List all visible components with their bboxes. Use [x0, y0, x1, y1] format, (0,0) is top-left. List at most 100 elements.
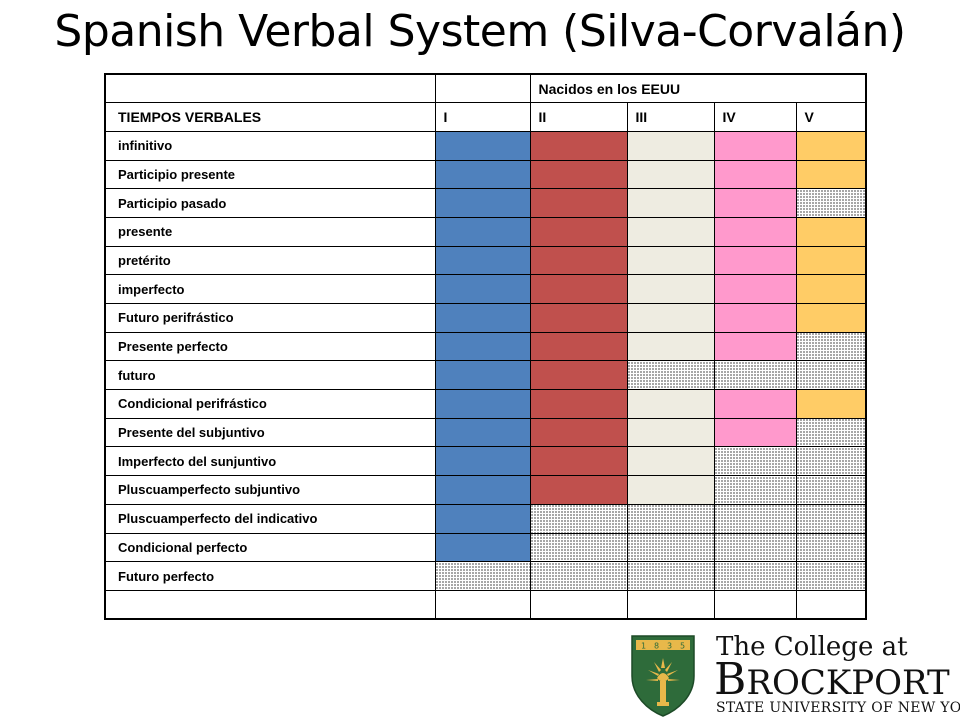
slide-title: Spanish Verbal System (Silva-Corvalán) — [54, 6, 906, 57]
status-cell-white — [626, 589, 715, 620]
status-cell-beige — [626, 216, 715, 247]
status-cell-beige — [626, 331, 715, 362]
status-cell-pink — [713, 389, 797, 419]
status-cell-blue — [434, 360, 531, 391]
verb-tense-label: Presente del subjuntivo — [104, 417, 436, 448]
verb-tense-label: Pluscuamperfecto del indicativo — [104, 503, 436, 534]
status-cell-blue — [434, 417, 531, 448]
verb-tense-table: Nacidos en los EEUU TIEMPOS VERBALES I II II… — [104, 73, 867, 621]
status-cell-white — [434, 589, 531, 620]
status-cell-red — [529, 130, 628, 161]
status-cell-red — [529, 245, 628, 276]
status-cell-red — [529, 303, 628, 333]
logo-text-line1: The College at — [716, 632, 908, 662]
status-cell-beige — [626, 446, 715, 477]
verb-tense-label — [104, 589, 436, 620]
status-cell-dotted — [795, 532, 867, 563]
status-cell-red — [529, 475, 628, 505]
status-cell-pink — [713, 274, 797, 304]
column-header-1: I — [434, 102, 531, 132]
logo-text-line3: STATE UNIVERSITY OF NEW YORK — [716, 700, 960, 716]
table-row: Presente del subjuntivo — [104, 417, 867, 448]
logo-wordmark: ROCKPORT — [746, 663, 950, 703]
status-cell-dotted — [626, 503, 715, 534]
table-row: Condicional perifrástico — [104, 389, 867, 419]
status-cell-pink — [713, 159, 797, 190]
status-cell-blue — [434, 503, 531, 534]
status-cell-red — [529, 360, 628, 391]
verb-tense-label: Imperfecto del sunjuntivo — [104, 446, 436, 477]
status-cell-orange — [795, 245, 867, 276]
status-cell-beige — [626, 188, 715, 218]
verb-tense-label: imperfecto — [104, 274, 436, 304]
status-cell-pink — [713, 130, 797, 161]
table-row: Futuro perifrástico — [104, 303, 867, 333]
status-cell-dotted — [795, 561, 867, 591]
table-row: Pluscuamperfecto subjuntivo — [104, 475, 867, 505]
status-cell-dotted — [626, 561, 715, 591]
status-cell-dotted — [795, 417, 867, 448]
status-cell-blue — [434, 188, 531, 218]
status-cell-red — [529, 159, 628, 190]
status-cell-beige — [626, 130, 715, 161]
verb-tense-label: Presente perfecto — [104, 331, 436, 362]
status-cell-red — [529, 417, 628, 448]
status-cell-red — [529, 446, 628, 477]
table-row: Imperfecto del sunjuntivo — [104, 446, 867, 477]
status-cell-blue — [434, 245, 531, 276]
status-cell-blue — [434, 475, 531, 505]
status-cell-dotted — [713, 503, 797, 534]
verb-tense-label: pretérito — [104, 245, 436, 276]
status-cell-dotted — [529, 561, 628, 591]
status-cell-blue — [434, 331, 531, 362]
column-header-5: V — [795, 102, 867, 132]
status-cell-dotted — [795, 360, 867, 391]
shield-year-digit: 3 — [667, 642, 672, 651]
status-cell-dotted — [713, 475, 797, 505]
status-cell-red — [529, 389, 628, 419]
column-header-2: II — [529, 102, 628, 132]
status-cell-dotted — [713, 532, 797, 563]
status-cell-dotted — [795, 331, 867, 362]
status-cell-dotted — [713, 561, 797, 591]
table-row: Pluscuamperfecto del indicativo — [104, 503, 867, 534]
table-row: Participio presente — [104, 159, 867, 190]
status-cell-dotted — [529, 532, 628, 563]
status-cell-dotted — [795, 446, 867, 477]
column-header-3: III — [626, 102, 715, 132]
verb-tense-label: infinitivo — [104, 130, 436, 161]
verb-tense-label: Condicional perfecto — [104, 532, 436, 563]
verb-tense-label: Futuro perfecto — [104, 561, 436, 591]
shield-year-digit: 5 — [680, 642, 685, 651]
status-cell-orange — [795, 274, 867, 304]
table-row: Participio pasado — [104, 188, 867, 218]
status-cell-red — [529, 216, 628, 247]
status-cell-orange — [795, 130, 867, 161]
status-cell-dotted — [713, 360, 797, 391]
shield-year-digit: 8 — [654, 642, 659, 651]
status-cell-dotted — [713, 446, 797, 477]
verb-tense-label: Participio presente — [104, 159, 436, 190]
status-cell-blue — [434, 216, 531, 247]
status-cell-dotted — [795, 475, 867, 505]
status-cell-orange — [795, 216, 867, 247]
empty-header-cell — [104, 73, 436, 104]
column-header-verb-tenses: TIEMPOS VERBALES — [104, 102, 436, 132]
status-cell-white — [795, 589, 867, 620]
status-cell-blue — [434, 389, 531, 419]
status-cell-white — [713, 589, 797, 620]
status-cell-blue — [434, 303, 531, 333]
table-row: Futuro perfecto — [104, 561, 867, 591]
verb-tense-label: futuro — [104, 360, 436, 391]
column-header-row: TIEMPOS VERBALES I II III IV V — [104, 102, 867, 132]
status-cell-beige — [626, 245, 715, 276]
logo-initial: B — [714, 654, 747, 705]
status-cell-beige — [626, 389, 715, 419]
status-cell-dotted — [529, 503, 628, 534]
status-cell-white — [529, 589, 628, 620]
status-cell-dotted — [795, 188, 867, 218]
status-cell-dotted — [795, 503, 867, 534]
